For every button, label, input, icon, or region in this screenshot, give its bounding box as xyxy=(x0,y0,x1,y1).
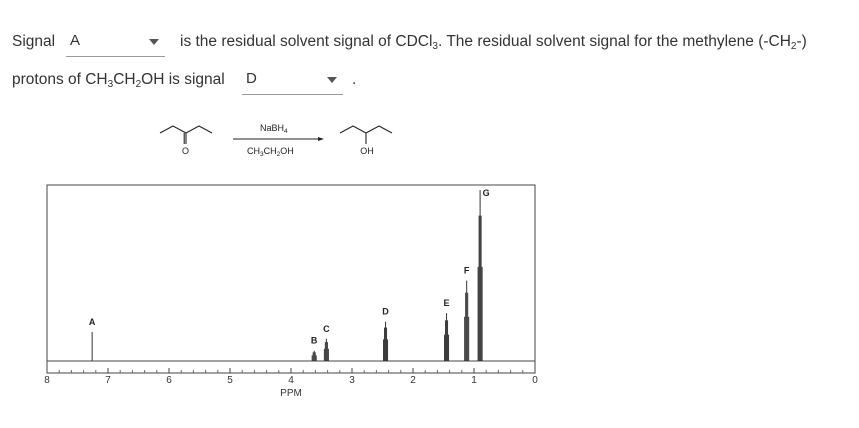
dropdown-1-value: A xyxy=(70,32,81,49)
chevron-down-icon xyxy=(327,77,337,83)
x-tick-label: 4 xyxy=(288,375,294,386)
signal-label: Signal xyxy=(12,33,56,50)
signal-dropdown-2[interactable]: D xyxy=(242,68,343,95)
chevron-down-icon xyxy=(149,39,159,45)
x-tick-label: 7 xyxy=(105,375,111,386)
peak-C: C xyxy=(323,324,330,361)
reaction-scheme: O NaBH4 CH3CH2OH OH xyxy=(159,123,393,158)
peak-G: G xyxy=(477,188,490,361)
x-axis-label: PPM xyxy=(280,388,302,399)
spectrum-frame xyxy=(46,184,536,374)
x-tick-label: 8 xyxy=(44,375,50,386)
signal-dropdown-1[interactable]: A xyxy=(66,30,165,57)
reactant-oxygen-label: O xyxy=(182,146,189,156)
reagent-top: NaBH4 xyxy=(260,123,288,135)
peak-label: D xyxy=(382,307,389,317)
x-tick-label: 0 xyxy=(532,375,538,386)
x-tick-label: 2 xyxy=(410,375,416,386)
peak-E: E xyxy=(444,298,450,361)
arrow-head-icon xyxy=(318,137,324,141)
product-structure xyxy=(339,125,393,144)
product-hydroxyl-label: OH xyxy=(360,146,374,156)
question-line-1-rest: is the residual solvent signal of CDCl3.… xyxy=(180,33,807,52)
sentence-period: . xyxy=(352,71,357,88)
peak-label: C xyxy=(323,324,330,334)
peak-label: B xyxy=(311,336,318,346)
x-tick-label: 3 xyxy=(349,375,355,386)
peak-A: A xyxy=(89,317,96,361)
reagent-bottom: CH3CH2OH xyxy=(247,146,294,158)
peak-label: E xyxy=(444,298,450,308)
peak-D: D xyxy=(382,307,389,361)
x-tick-label: 1 xyxy=(471,375,477,386)
x-tick-label: 5 xyxy=(227,375,233,386)
peak-F: F xyxy=(464,266,470,361)
dropdown-2-value: D xyxy=(246,70,257,87)
reactant-structure xyxy=(159,125,213,144)
peak-label: F xyxy=(464,266,470,276)
peak-label: A xyxy=(89,317,96,327)
question-line-2: protons of CH3CH2OH is signal xyxy=(12,71,225,90)
peak-B: B xyxy=(311,336,318,361)
x-tick-label: 6 xyxy=(166,375,172,386)
peak-label: G xyxy=(483,188,490,198)
